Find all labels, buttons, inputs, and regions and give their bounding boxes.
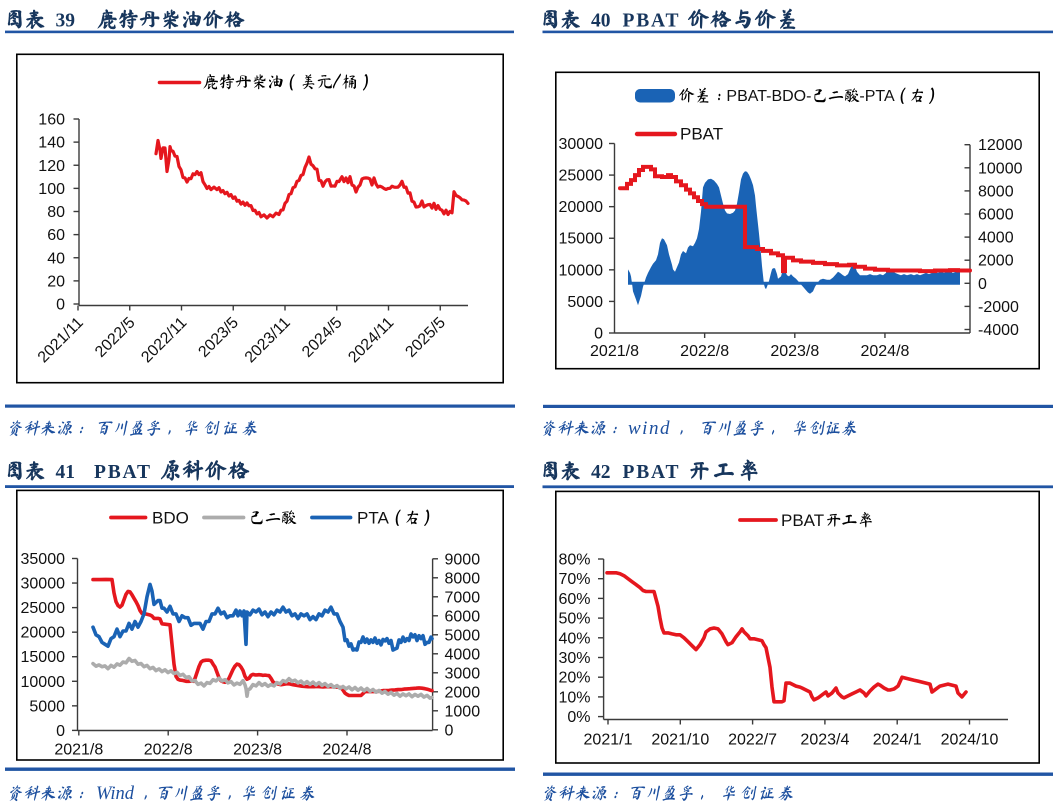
- svg-text:160: 160: [38, 112, 65, 129]
- svg-text:20000: 20000: [559, 199, 604, 216]
- svg-text:35000: 35000: [21, 551, 66, 568]
- svg-text:2000: 2000: [978, 253, 1014, 270]
- svg-text:2021/1: 2021/1: [584, 732, 633, 749]
- svg-text:2021/10: 2021/10: [651, 732, 709, 749]
- svg-text:80: 80: [47, 204, 65, 221]
- svg-text:2022/8: 2022/8: [680, 343, 729, 360]
- svg-text:12000: 12000: [978, 137, 1023, 154]
- svg-text:7000: 7000: [445, 589, 481, 606]
- svg-text:20%: 20%: [558, 670, 590, 687]
- svg-text:2021/8: 2021/8: [590, 343, 639, 360]
- svg-text:0: 0: [594, 326, 603, 343]
- svg-text:2022/8: 2022/8: [144, 742, 193, 759]
- svg-text:30000: 30000: [559, 136, 604, 153]
- svg-text:2024/8: 2024/8: [323, 742, 372, 759]
- svg-text:-4000: -4000: [978, 322, 1019, 339]
- svg-text:10000: 10000: [559, 262, 604, 279]
- svg-text:20000: 20000: [21, 625, 66, 642]
- svg-text:wind: wind: [628, 418, 671, 439]
- svg-text:25000: 25000: [559, 168, 604, 185]
- svg-text:40: 40: [47, 250, 65, 267]
- svg-text:140: 140: [38, 135, 65, 152]
- svg-text:2024/1: 2024/1: [873, 732, 922, 749]
- svg-text:PBAT: PBAT: [623, 462, 681, 483]
- svg-text:4000: 4000: [445, 646, 481, 663]
- svg-text:2023/8: 2023/8: [770, 343, 819, 360]
- svg-text:42: 42: [591, 462, 611, 483]
- svg-text:10%: 10%: [558, 689, 590, 706]
- svg-text:2024/8: 2024/8: [860, 343, 909, 360]
- svg-text:Wind: Wind: [96, 784, 135, 804]
- svg-text:8000: 8000: [978, 183, 1014, 200]
- svg-text:2023/8: 2023/8: [233, 742, 282, 759]
- svg-text:5000: 5000: [567, 294, 603, 311]
- svg-text:40: 40: [591, 11, 611, 32]
- svg-text:1000: 1000: [445, 703, 481, 720]
- svg-text:2021/8: 2021/8: [54, 742, 103, 759]
- svg-text:0%: 0%: [567, 709, 590, 726]
- svg-text:60: 60: [47, 227, 65, 244]
- svg-text:39: 39: [56, 11, 76, 32]
- svg-text:20: 20: [47, 273, 65, 290]
- svg-text:6000: 6000: [978, 207, 1014, 224]
- svg-text:0: 0: [56, 297, 65, 314]
- svg-text:15000: 15000: [21, 649, 66, 666]
- svg-text:0: 0: [978, 276, 987, 293]
- svg-text:BDO: BDO: [152, 509, 189, 528]
- svg-text:50%: 50%: [558, 611, 590, 628]
- svg-text:3000: 3000: [445, 665, 481, 682]
- svg-text:0: 0: [445, 722, 454, 739]
- svg-text:2023/4: 2023/4: [800, 732, 849, 749]
- svg-text:-2000: -2000: [978, 299, 1019, 316]
- svg-text:60%: 60%: [558, 591, 590, 608]
- svg-text:5000: 5000: [29, 698, 65, 715]
- svg-text:2000: 2000: [445, 684, 481, 701]
- svg-text:15000: 15000: [559, 231, 604, 248]
- svg-text:2024/10: 2024/10: [941, 732, 999, 749]
- svg-text:40%: 40%: [558, 630, 590, 647]
- svg-text:100: 100: [38, 181, 65, 198]
- svg-text:PBAT: PBAT: [680, 125, 723, 144]
- svg-text:4000: 4000: [978, 230, 1014, 247]
- svg-text:PBAT: PBAT: [781, 511, 824, 530]
- svg-text:10000: 10000: [978, 160, 1023, 177]
- svg-text:6000: 6000: [445, 608, 481, 625]
- svg-text:2022/7: 2022/7: [728, 732, 777, 749]
- svg-text:9000: 9000: [445, 551, 481, 568]
- svg-text:PTA: PTA: [357, 509, 389, 528]
- svg-text:120: 120: [38, 158, 65, 175]
- svg-text:10000: 10000: [21, 674, 66, 691]
- svg-text:41: 41: [56, 462, 76, 483]
- svg-text:70%: 70%: [558, 571, 590, 588]
- svg-text:8000: 8000: [445, 570, 481, 587]
- svg-text:0: 0: [56, 723, 65, 740]
- svg-text:80%: 80%: [558, 552, 590, 569]
- svg-text:PBAT: PBAT: [94, 462, 152, 483]
- svg-text:5000: 5000: [445, 627, 481, 644]
- svg-text:30%: 30%: [558, 650, 590, 667]
- svg-text:PBAT: PBAT: [623, 11, 681, 32]
- svg-text:PBAT-BDO-: PBAT-BDO-: [726, 88, 811, 105]
- svg-text:30000: 30000: [21, 576, 66, 593]
- svg-text:25000: 25000: [21, 600, 66, 617]
- svg-text:-PTA: -PTA: [859, 88, 895, 105]
